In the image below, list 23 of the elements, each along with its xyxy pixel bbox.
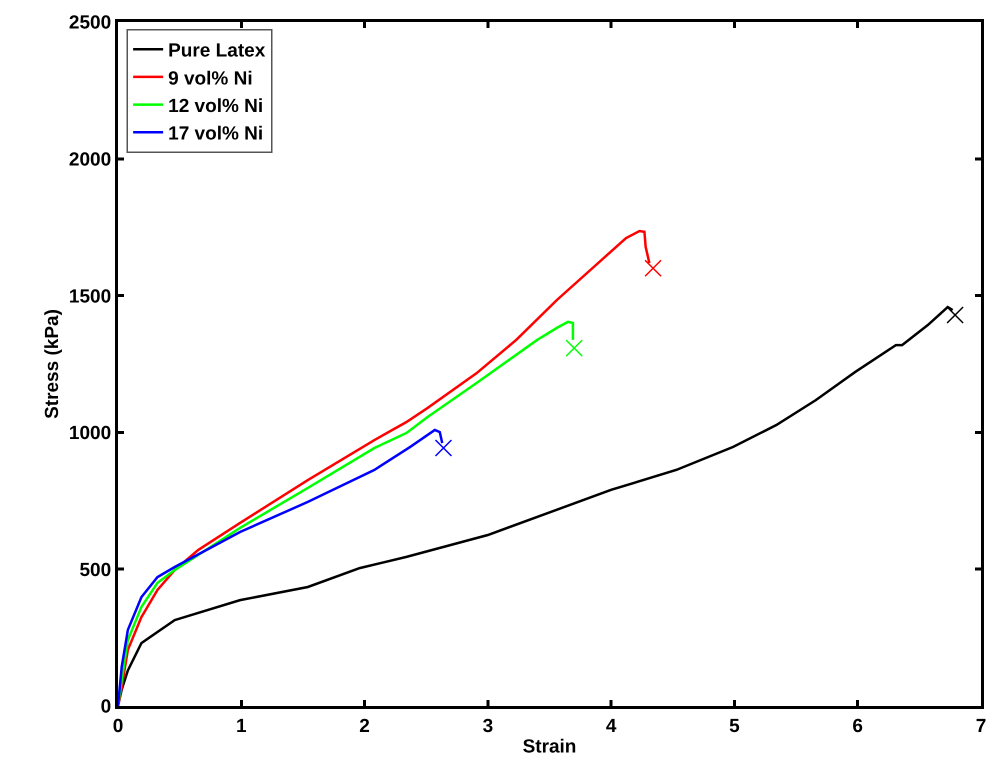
y-tick-label: 500 <box>79 560 112 581</box>
x-tick-label: 3 <box>482 716 494 737</box>
x-tick-label: 5 <box>729 716 740 737</box>
x-tick-label: 6 <box>852 716 863 737</box>
x-tick-label: 4 <box>606 716 617 737</box>
y-tick-label: 1500 <box>68 286 112 308</box>
x-tick-label: 7 <box>976 716 986 737</box>
legend-label: 9 vol% Ni <box>168 68 253 90</box>
legend-label: 12 vol% Ni <box>168 96 264 117</box>
point <box>565 339 583 357</box>
point <box>434 439 452 457</box>
y-tick-label: 1000 <box>68 423 112 444</box>
x-tick-label: 2 <box>359 716 370 737</box>
point <box>644 259 662 277</box>
y-tick-label: 2000 <box>68 149 112 170</box>
legend-label: Pure Latex <box>168 40 266 62</box>
x-tick-label: 1 <box>236 716 247 737</box>
y-tick-label: 2500 <box>68 12 112 34</box>
legend-label: 17 vol% Ni <box>168 124 264 145</box>
y-tick-label: 0 <box>100 696 112 718</box>
x-axis-title: Strain <box>522 736 576 758</box>
y-axis-title: Stress (kPa) <box>42 309 63 419</box>
point <box>946 306 964 324</box>
